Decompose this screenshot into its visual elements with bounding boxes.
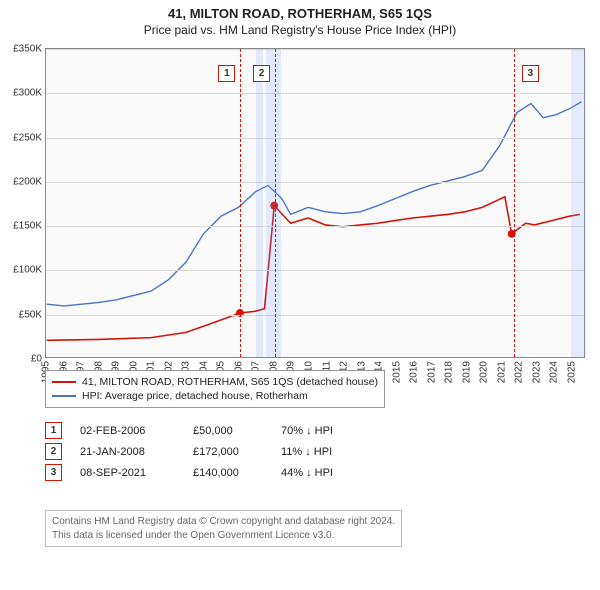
y-axis-label: £350K bbox=[13, 44, 42, 55]
event-date: 08-SEP-2021 bbox=[80, 467, 175, 479]
y-axis-label: £50K bbox=[19, 309, 42, 320]
highlight-band bbox=[256, 49, 263, 357]
x-axis-label: 2023 bbox=[531, 361, 542, 383]
y-axis-label: £100K bbox=[13, 265, 42, 276]
legend-label: HPI: Average price, detached house, Roth… bbox=[82, 390, 308, 402]
event-number-box: 3 bbox=[45, 464, 62, 481]
credit-box: Contains HM Land Registry data © Crown c… bbox=[45, 510, 402, 547]
x-axis-label: 2017 bbox=[426, 361, 437, 383]
series-hpi bbox=[47, 102, 582, 306]
event-delta: 70% ↓ HPI bbox=[281, 425, 333, 437]
legend-swatch bbox=[52, 381, 76, 383]
grid-line bbox=[46, 182, 584, 183]
grid-line bbox=[46, 315, 584, 316]
x-axis-label: 2016 bbox=[409, 361, 420, 383]
grid-line bbox=[46, 138, 584, 139]
y-axis-label: £250K bbox=[13, 132, 42, 143]
event-price: £140,000 bbox=[193, 467, 263, 479]
event-date: 02-FEB-2006 bbox=[80, 425, 175, 437]
legend-swatch bbox=[52, 395, 76, 397]
x-axis-label: 2025 bbox=[566, 361, 577, 383]
event-delta: 11% ↓ HPI bbox=[281, 446, 332, 458]
credit-line-1: Contains HM Land Registry data © Crown c… bbox=[52, 515, 395, 529]
grid-line bbox=[46, 93, 584, 94]
legend-label: 41, MILTON ROAD, ROTHERHAM, S65 1QS (det… bbox=[82, 376, 378, 388]
highlight-band bbox=[571, 49, 586, 357]
event-row: 1 02-FEB-2006 £50,000 70% ↓ HPI bbox=[45, 422, 333, 439]
y-axis-label: £200K bbox=[13, 176, 42, 187]
event-row: 3 08-SEP-2021 £140,000 44% ↓ HPI bbox=[45, 464, 333, 481]
x-axis-label: 2024 bbox=[549, 361, 560, 383]
event-number-box: 3 bbox=[522, 65, 539, 82]
page-title: 41, MILTON ROAD, ROTHERHAM, S65 1QS bbox=[0, 6, 600, 21]
y-axis-label: £300K bbox=[13, 88, 42, 99]
series-paid bbox=[47, 197, 580, 340]
x-axis-label: 2019 bbox=[461, 361, 472, 383]
page-subtitle: Price paid vs. HM Land Registry's House … bbox=[0, 23, 600, 37]
y-axis-label: £150K bbox=[13, 221, 42, 232]
legend-item: HPI: Average price, detached house, Roth… bbox=[52, 389, 378, 403]
x-axis-label: 2015 bbox=[391, 361, 402, 383]
event-number-box: 2 bbox=[253, 65, 270, 82]
event-price: £50,000 bbox=[193, 425, 263, 437]
chart-plot-area: £0£50K£100K£150K£200K£250K£300K£350K1995… bbox=[45, 48, 585, 358]
legend-item: 41, MILTON ROAD, ROTHERHAM, S65 1QS (det… bbox=[52, 375, 378, 389]
chart-legend: 41, MILTON ROAD, ROTHERHAM, S65 1QS (det… bbox=[45, 370, 385, 408]
x-axis-label: 2018 bbox=[444, 361, 455, 383]
grid-line bbox=[46, 49, 584, 50]
event-date: 21-JAN-2008 bbox=[80, 446, 175, 458]
event-line bbox=[240, 49, 241, 357]
x-axis-label: 2020 bbox=[479, 361, 490, 383]
highlight-band bbox=[266, 49, 281, 357]
x-axis-label: 2022 bbox=[514, 361, 525, 383]
credit-line-2: This data is licensed under the Open Gov… bbox=[52, 529, 395, 543]
events-table: 1 02-FEB-2006 £50,000 70% ↓ HPI 2 21-JAN-2008… bbox=[45, 418, 333, 485]
event-number-box: 1 bbox=[218, 65, 235, 82]
event-delta: 44% ↓ HPI bbox=[281, 467, 333, 479]
grid-line bbox=[46, 226, 584, 227]
event-line bbox=[514, 49, 515, 357]
grid-line bbox=[46, 270, 584, 271]
event-line bbox=[275, 49, 276, 357]
x-axis-label: 2021 bbox=[496, 361, 507, 383]
event-number-box: 1 bbox=[45, 422, 62, 439]
event-number-box: 2 bbox=[45, 443, 62, 460]
event-row: 2 21-JAN-2008 £172,000 11% ↓ HPI bbox=[45, 443, 333, 460]
event-price: £172,000 bbox=[193, 446, 263, 458]
chart-svg bbox=[46, 49, 584, 357]
